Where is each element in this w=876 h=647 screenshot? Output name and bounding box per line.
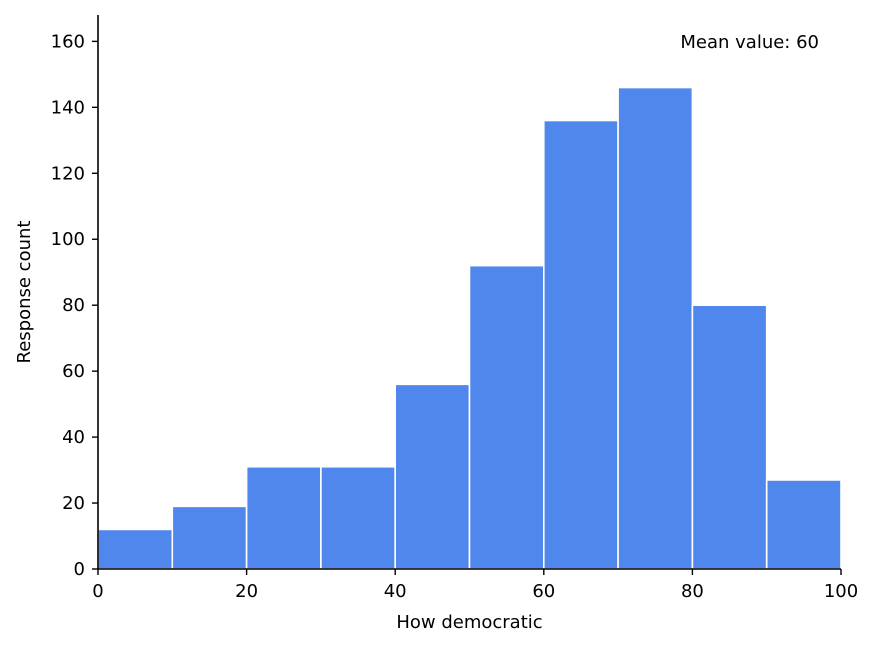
histogram-bar <box>468 264 545 570</box>
y-axis-title: Response count <box>14 221 35 364</box>
histogram-bar <box>97 528 174 570</box>
x-tick-label: 100 <box>824 581 858 602</box>
histogram-bar <box>394 383 471 570</box>
y-tick-label: 20 <box>62 493 85 514</box>
y-tick-label: 160 <box>51 31 85 52</box>
histogram-bar <box>171 505 248 570</box>
y-tick-label: 80 <box>62 295 85 316</box>
y-axis-ticks: 0 20 40 60 80 100 120 140 160 <box>51 31 98 580</box>
y-tick-label: 60 <box>62 361 85 382</box>
x-axis-title: How democratic <box>396 612 542 633</box>
x-tick-label: 80 <box>681 581 704 602</box>
histogram-bar <box>245 465 322 570</box>
y-tick-label: 140 <box>51 97 85 118</box>
mean-value-annotation: Mean value: 60 <box>680 32 819 53</box>
histogram-bar <box>542 119 619 570</box>
y-tick-label: 40 <box>62 427 85 448</box>
x-tick-label: 60 <box>532 581 555 602</box>
y-tick-label: 120 <box>51 163 85 184</box>
y-tick-label: 0 <box>74 559 85 580</box>
histogram-bar <box>765 479 842 570</box>
histogram-bar <box>617 86 694 570</box>
x-axis-ticks: 0 20 40 60 80 100 <box>92 569 858 602</box>
histogram-bar <box>691 304 768 570</box>
bars-group <box>97 86 842 570</box>
x-tick-label: 40 <box>384 581 407 602</box>
x-tick-label: 20 <box>235 581 258 602</box>
x-tick-label: 0 <box>92 581 103 602</box>
histogram-bar <box>320 465 396 570</box>
y-tick-label: 100 <box>51 229 85 250</box>
